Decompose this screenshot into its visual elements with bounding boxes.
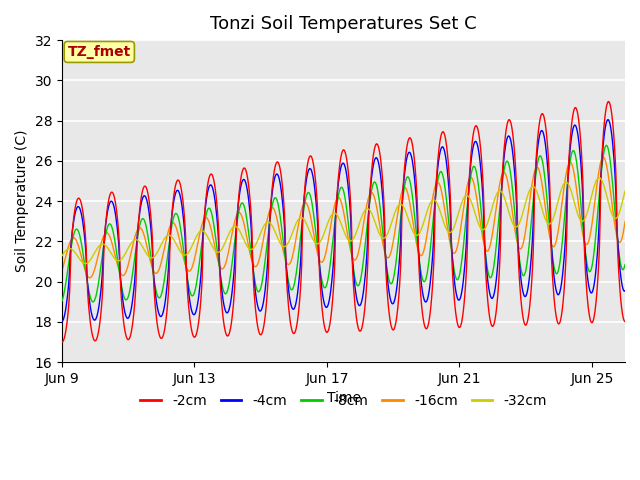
Text: TZ_fmet: TZ_fmet: [68, 45, 131, 59]
Legend: -2cm, -4cm, -8cm, -16cm, -32cm: -2cm, -4cm, -8cm, -16cm, -32cm: [134, 388, 552, 413]
Y-axis label: Soil Temperature (C): Soil Temperature (C): [15, 130, 29, 273]
X-axis label: Time: Time: [326, 392, 360, 406]
Title: Tonzi Soil Temperatures Set C: Tonzi Soil Temperatures Set C: [210, 15, 477, 33]
